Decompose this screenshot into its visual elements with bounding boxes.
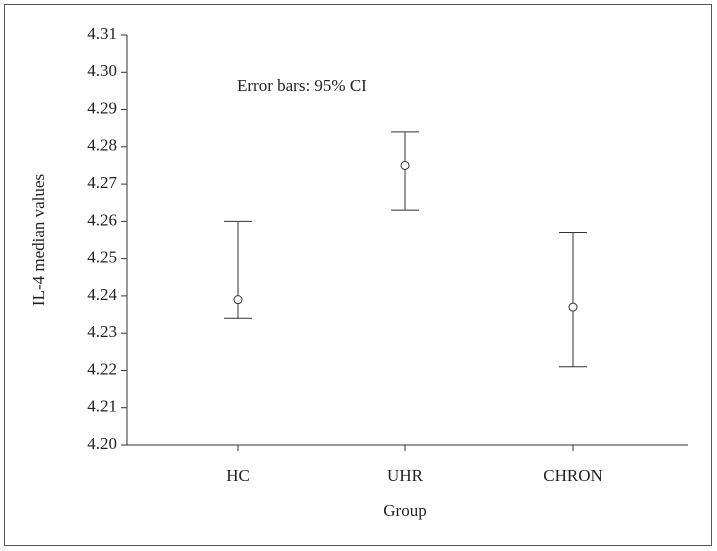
y-tick-label: 4.29 [87, 98, 117, 117]
median-point [568, 302, 578, 312]
x-tick-label: UHR [387, 466, 424, 485]
y-tick-label: 4.24 [87, 285, 117, 304]
y-tick-label: 4.22 [87, 359, 117, 378]
y-tick-label: 4.27 [87, 173, 117, 192]
median-point [233, 295, 243, 305]
y-axis-label: IL-4 median values [29, 174, 48, 306]
x-tick-label: CHRON [543, 466, 603, 485]
y-tick-label: 4.21 [87, 397, 117, 416]
y-tick-label: 4.25 [87, 248, 117, 267]
frame [4, 4, 712, 546]
y-tick-label: 4.30 [87, 61, 117, 80]
x-tick-label: HC [226, 466, 250, 485]
y-tick-label: 4.20 [87, 434, 117, 453]
median-point [400, 160, 410, 170]
y-tick-label: 4.28 [87, 136, 117, 155]
annotation: Error bars: 95% CI [237, 76, 367, 95]
y-tick-label: 4.31 [87, 24, 117, 43]
y-tick-label: 4.23 [87, 322, 117, 341]
y-tick-label: 4.26 [87, 210, 117, 229]
x-axis-label: Group [383, 501, 426, 520]
